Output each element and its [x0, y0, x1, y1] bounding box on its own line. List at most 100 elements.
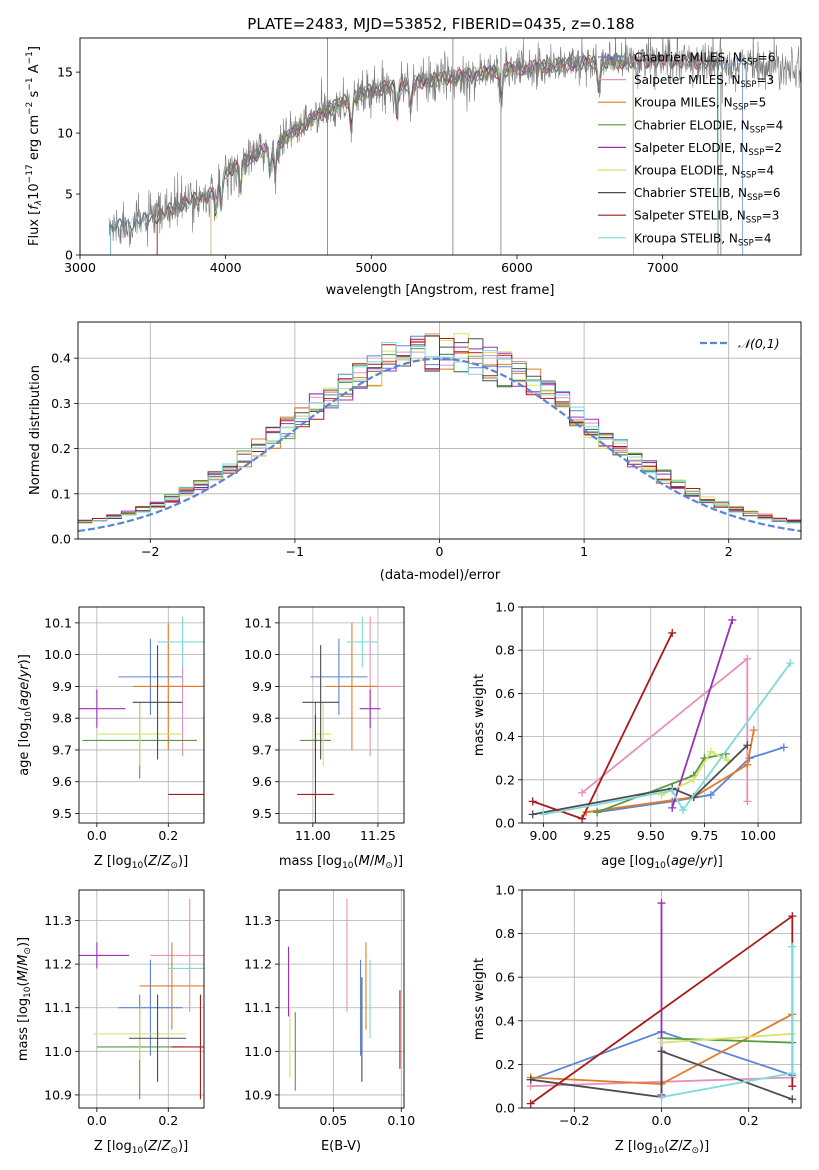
- histogram-ylabel: Normed distribution: [28, 365, 43, 495]
- x-tick-label: −0.2: [559, 1113, 589, 1128]
- point-salpeter-stelib: [168, 715, 204, 823]
- series-marker: [788, 1069, 797, 1078]
- spectrum-legend: Chabrier MILES, NSSP=6 Salpeter MILES, NS…: [598, 51, 783, 248]
- point-kroupa-stelib: [346, 616, 378, 668]
- point-kroupa-miles: [325, 622, 378, 750]
- series-marker: [749, 726, 758, 735]
- x-tick-label: 9.75: [691, 828, 719, 843]
- error-bars: [79, 898, 204, 1100]
- series-marker: [788, 942, 797, 951]
- residual-histogram-panel: −2 −1 0 1 2 0.0 0.1 0.2 0.3 0.4: [51, 321, 802, 559]
- point-chabrier-stelib: [302, 645, 339, 760]
- y-tick-label: 10.1: [44, 615, 72, 630]
- series-salpeter-stelib: [528, 628, 677, 823]
- y-tick-label: 9.6: [252, 774, 272, 789]
- axes-frame: [78, 889, 205, 1109]
- weight-z-xlabel: Z [log10(Z/Z⊙)]: [615, 1139, 709, 1156]
- spectrum-xlabel: wavelength [Angstrom, rest frame]: [326, 283, 555, 298]
- series-marker: [728, 615, 737, 624]
- series-marker: [779, 743, 788, 752]
- age-vs-mass-panel: 11.00 11.25 9.5 9.6 9.7 9.8 9.9 10.0 10.1: [244, 606, 405, 843]
- series-marker: [657, 1093, 666, 1102]
- x-tick-label: 4000: [210, 260, 242, 275]
- point-kroupa-elodie: [315, 702, 332, 766]
- y-tick-label: 11.1: [244, 1000, 272, 1015]
- y-tick-label: 0.2: [51, 441, 71, 456]
- series-marker: [657, 1038, 666, 1047]
- series-line: [661, 750, 729, 796]
- x-tick-label: 9.25: [583, 828, 611, 843]
- x-tick-label: 0: [436, 544, 444, 559]
- series-marker: [528, 797, 537, 806]
- y-tick-label: 9.5: [52, 806, 72, 821]
- y-tick-label: 10.0: [44, 647, 72, 662]
- y-tick-label: 0.8: [495, 643, 515, 658]
- point-kroupa-elodie: [93, 1007, 187, 1061]
- y-tick-label: 11.2: [244, 957, 272, 972]
- y-tick-label: 0.6: [495, 970, 515, 985]
- y-tick-label: 0.4: [51, 351, 71, 366]
- y-tick-label: 11.3: [244, 913, 272, 928]
- series-marker: [539, 810, 548, 819]
- y-tick-label: 0.0: [495, 816, 515, 831]
- mass-z-xlabel: Z [log10(Z/Z⊙)]: [94, 1139, 188, 1156]
- series-marker: [743, 797, 752, 806]
- y-tick-label: 15: [57, 65, 73, 80]
- legend-normal-label: 𝒩(0,1): [738, 336, 780, 351]
- figure-title: PLATE=2483, MJD=53852, FIBERID=0435, z=0…: [247, 15, 634, 33]
- legend-label-salpeter-elodie: Salpeter ELODIE, NSSP=2: [634, 141, 782, 158]
- histogram-legend: 𝒩(0,1): [700, 336, 780, 351]
- y-tick-label: 0.6: [495, 686, 515, 701]
- point-salpeter-elodie: [359, 689, 381, 728]
- series-marker: [528, 810, 537, 819]
- spectrum-panel: 3000 4000 5000 6000 7000 0 5 10 15: [57, 37, 802, 275]
- mass-z-ylabel: mass [log10(M/M⊙)]: [16, 937, 33, 1061]
- weight-age-xlabel: age [log10(age/yr)]: [601, 854, 723, 871]
- x-tick-label: 0.0: [652, 1113, 672, 1128]
- y-tick-label: 1.0: [495, 883, 515, 898]
- point-kroupa-stelib: [157, 616, 204, 668]
- axes-frame: [521, 606, 802, 824]
- mass-vs-metallicity-panel: 0.0 0.2 10.9 11.0 11.1 11.2 11.3: [44, 889, 205, 1128]
- y-tick-label: 9.7: [252, 742, 272, 757]
- series-marker: [788, 1082, 797, 1091]
- point-kroupa-elodie: [96, 702, 183, 766]
- y-tick-label: 5: [65, 187, 73, 202]
- legend-label-chabrier-stelib: Chabrier STELIB, NSSP=6: [634, 186, 781, 203]
- series-kroupa-stelib: [657, 942, 797, 1102]
- series-marker: [743, 741, 752, 750]
- y-tick-label: 9.7: [52, 742, 72, 757]
- y-tick-label: 11.1: [44, 1000, 72, 1015]
- series-marker: [578, 814, 587, 823]
- y-tick-label: 9.9: [52, 679, 72, 694]
- age-z-xlabel: Z [log10(Z/Z⊙)]: [94, 854, 188, 871]
- legend-label-chabrier-elodie: Chabrier ELODIE, NSSP=4: [634, 118, 783, 135]
- series-marker: [526, 1099, 535, 1108]
- histogram-bars: [78, 333, 801, 539]
- legend-label-kroupa-stelib: Kroupa STELIB, NSSP=4: [634, 231, 772, 248]
- y-tick-label: 11.0: [244, 1044, 272, 1059]
- x-tick-label: 2: [725, 544, 733, 559]
- series-marker: [668, 786, 677, 795]
- y-tick-label: 0.3: [51, 396, 71, 411]
- point-chabrier-stelib: [132, 645, 183, 760]
- x-tick-label: 5000: [355, 260, 387, 275]
- axes-frame: [278, 889, 405, 1109]
- series-marker: [786, 659, 795, 668]
- x-tick-label: 7000: [647, 260, 679, 275]
- series-line: [661, 1037, 793, 1044]
- x-tick-label: 0.0: [87, 828, 107, 843]
- series-line: [661, 1033, 793, 1044]
- spectrum-lines: [108, 38, 801, 255]
- spectrum-ylabel: Flux [fλ10−17 erg cm−2 s−1 A−1]: [25, 46, 44, 246]
- series-marker: [706, 747, 715, 756]
- y-tick-label: 11.3: [44, 913, 72, 928]
- y-tick-label: 9.8: [52, 711, 72, 726]
- y-tick-label: 11.0: [44, 1044, 72, 1059]
- axes-frame: [77, 321, 802, 540]
- x-tick-label: 11.25: [360, 828, 396, 843]
- x-tick-label: 1: [580, 544, 588, 559]
- y-tick-label: 11.2: [44, 957, 72, 972]
- series-marker: [593, 808, 602, 817]
- y-tick-label: 1.0: [495, 600, 515, 615]
